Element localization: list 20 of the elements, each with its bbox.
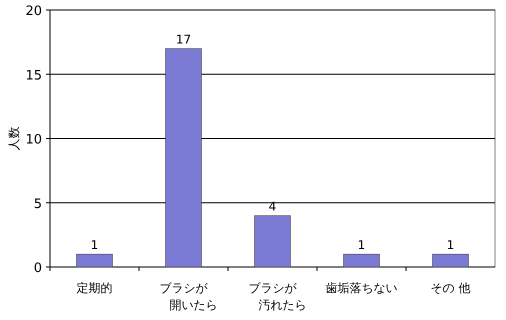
x-tick-label: 歯垢落ちない	[326, 281, 398, 295]
x-tick-label: ブラシが汚れたら	[248, 281, 306, 312]
x-tick-label: ブラシが開いたら	[160, 281, 218, 312]
bar	[165, 48, 202, 268]
y-axis-title: 人数	[7, 126, 21, 150]
y-tick-label: 10	[25, 132, 42, 148]
bar	[432, 254, 469, 268]
x-tick-label: その 他	[430, 281, 470, 295]
y-tick-label: 20	[25, 4, 42, 19]
y-tick-label: 0	[34, 261, 42, 276]
data-label: 1	[446, 238, 454, 252]
y-tick-label: 15	[25, 68, 42, 84]
bar	[343, 254, 380, 268]
data-label: 1	[358, 238, 366, 252]
x-tick-label: 定期的	[76, 281, 112, 295]
data-label: 1	[90, 238, 98, 252]
bar	[254, 215, 291, 268]
y-tick-label: 5	[34, 196, 42, 212]
bar	[76, 254, 113, 268]
data-label: 17	[176, 32, 192, 47]
